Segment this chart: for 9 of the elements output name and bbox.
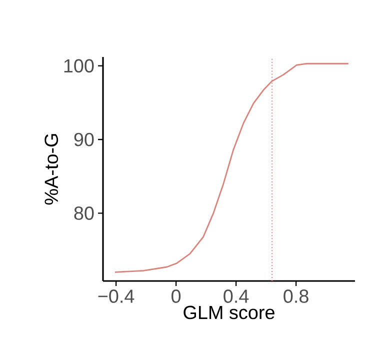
x-tick-label: −0.4 <box>98 290 134 303</box>
y-tick-label: 80 <box>74 206 94 220</box>
y-axis-title: %A-to-G <box>44 134 58 205</box>
x-tick-label: 0.8 <box>284 290 308 303</box>
x-axis-title: GLM score <box>184 306 274 320</box>
y-tick-label: 100 <box>64 59 94 73</box>
y-tick-label: 90 <box>74 132 94 146</box>
x-tick-label: 0.4 <box>224 290 249 303</box>
x-tick-label: 0 <box>172 290 181 303</box>
